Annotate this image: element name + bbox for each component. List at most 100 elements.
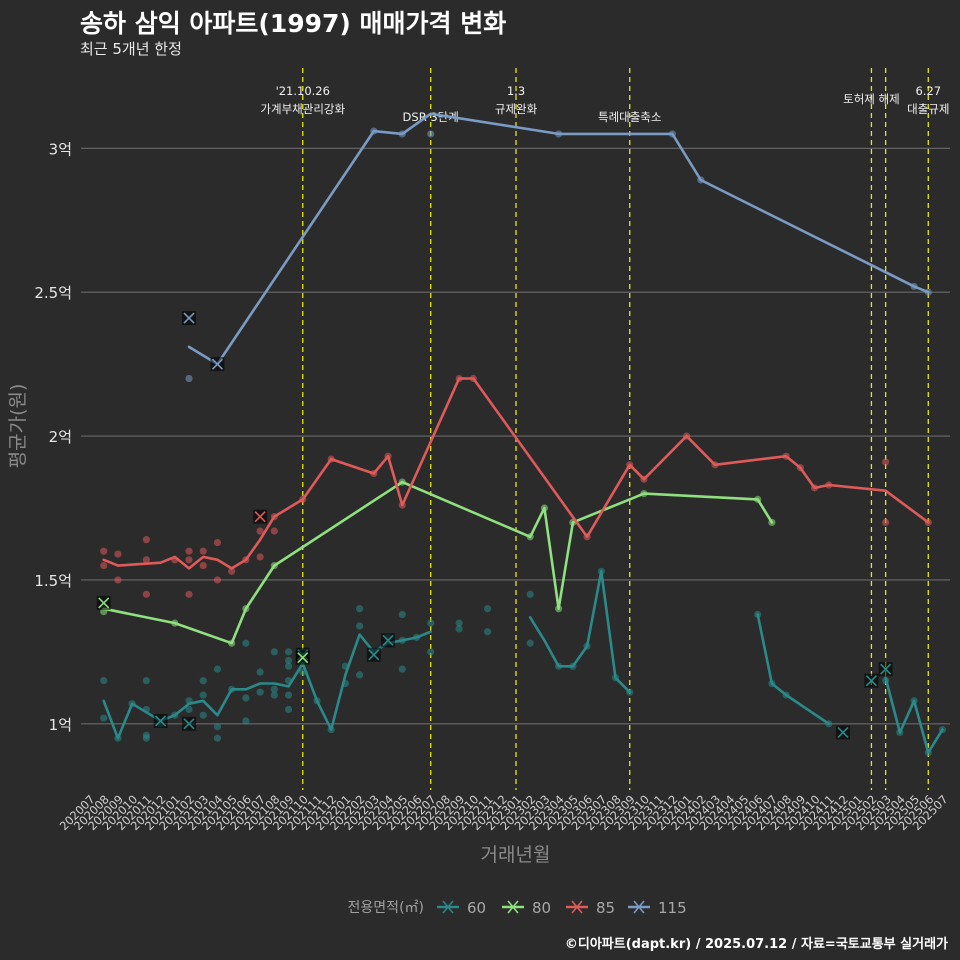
data-point (270, 685, 278, 693)
cancelled-marker (382, 634, 394, 646)
series-85 (100, 374, 932, 598)
data-point (398, 610, 406, 619)
cancelled-marker (211, 358, 224, 370)
data-point (270, 527, 278, 535)
data-point (242, 717, 250, 725)
cancelled-marker (254, 511, 266, 523)
event-label: '21.10.26 (276, 84, 330, 98)
cancelled-marker (297, 652, 309, 664)
legend: 전용면적(㎡) 60 80 85 115 (348, 899, 687, 917)
data-point (185, 374, 193, 383)
data-point (100, 561, 108, 570)
data-point (100, 547, 108, 555)
cancelled-marker (837, 726, 849, 739)
data-point (882, 458, 890, 466)
data-point (199, 547, 207, 555)
cancelled-marker (880, 663, 892, 675)
event-label: 6.27 (915, 84, 941, 98)
data-point (242, 639, 250, 647)
cancelled-marker (155, 715, 167, 727)
event-label: 대출규제 (907, 102, 949, 116)
data-point (356, 622, 364, 630)
data-point (142, 556, 150, 564)
legend-cross (442, 900, 454, 914)
data-point (882, 518, 890, 526)
data-point (100, 714, 108, 722)
data-point (199, 561, 207, 570)
data-point (213, 538, 222, 547)
data-point (526, 590, 534, 598)
y-tick-label: 1억 (49, 716, 72, 734)
chart-subtitle: 최근 5개년 한정 (80, 40, 182, 58)
event-label: 특례대출축소 (598, 110, 661, 124)
data-point (185, 556, 193, 564)
data-point (284, 648, 293, 656)
data-point (185, 547, 193, 555)
legend-title: 전용면적(㎡) (348, 900, 424, 916)
y-tick-label: 1.5억 (34, 572, 72, 590)
series-line (884, 676, 944, 754)
data-point (199, 691, 207, 699)
cancelled-marker (183, 718, 195, 730)
y-tick-label: 3억 (49, 140, 72, 158)
data-point (142, 590, 150, 598)
series-line (102, 480, 774, 645)
data-point (213, 576, 222, 584)
event-label: 가계부채관리강화 (260, 102, 345, 116)
grid (81, 147, 950, 725)
data-point (213, 723, 222, 731)
data-point (284, 662, 293, 670)
data-point (256, 668, 264, 676)
legend-label: 80 (532, 899, 551, 917)
data-point (427, 130, 435, 138)
data-point (142, 677, 150, 685)
data-point (356, 605, 364, 613)
data-point (228, 567, 236, 575)
data-point (213, 665, 222, 673)
series (96, 112, 947, 757)
source-caption: ©디아파트(dapt.kr) / 2025.07.12 / 자료=국토교통부 실… (564, 937, 948, 952)
legend-label: 60 (467, 899, 486, 917)
data-point (455, 619, 463, 627)
data-point (213, 734, 222, 742)
event-label: 1.3 (507, 84, 525, 98)
data-point (114, 576, 122, 584)
data-point (526, 639, 534, 647)
series-line (102, 377, 930, 570)
cancelled-marker (183, 312, 195, 324)
data-point (455, 625, 463, 633)
series-line (102, 630, 432, 740)
data-point (427, 648, 435, 656)
series-115 (182, 112, 932, 383)
legend-label: 115 (658, 899, 687, 917)
y-axis-title: 평균가(원) (7, 384, 29, 469)
event-label: DSR 3단계 (403, 110, 459, 124)
legend-cross (633, 900, 645, 914)
data-point (270, 648, 278, 656)
series-line (528, 570, 631, 694)
series-80 (96, 478, 776, 665)
cancelled-marker (368, 649, 380, 661)
data-point (185, 705, 193, 714)
data-point (100, 677, 108, 685)
axes: 1억1.5억2억2.5억3억20200720200820200920201020… (7, 140, 951, 866)
event-label: 토허제 해제 (843, 92, 900, 106)
data-point (398, 665, 406, 673)
data-point (199, 711, 207, 719)
data-point (427, 619, 435, 627)
series-60 (100, 567, 947, 757)
data-point (142, 536, 150, 544)
data-point (256, 527, 264, 535)
event-label: 규제완화 (495, 102, 538, 116)
data-point (242, 694, 250, 702)
series-line (756, 613, 831, 726)
data-point (483, 605, 492, 613)
legend-cross (571, 900, 583, 914)
cancelled-marker (98, 597, 110, 609)
data-point (185, 590, 193, 598)
y-tick-label: 2억 (49, 428, 72, 446)
data-point (284, 691, 293, 699)
data-point (356, 671, 364, 679)
